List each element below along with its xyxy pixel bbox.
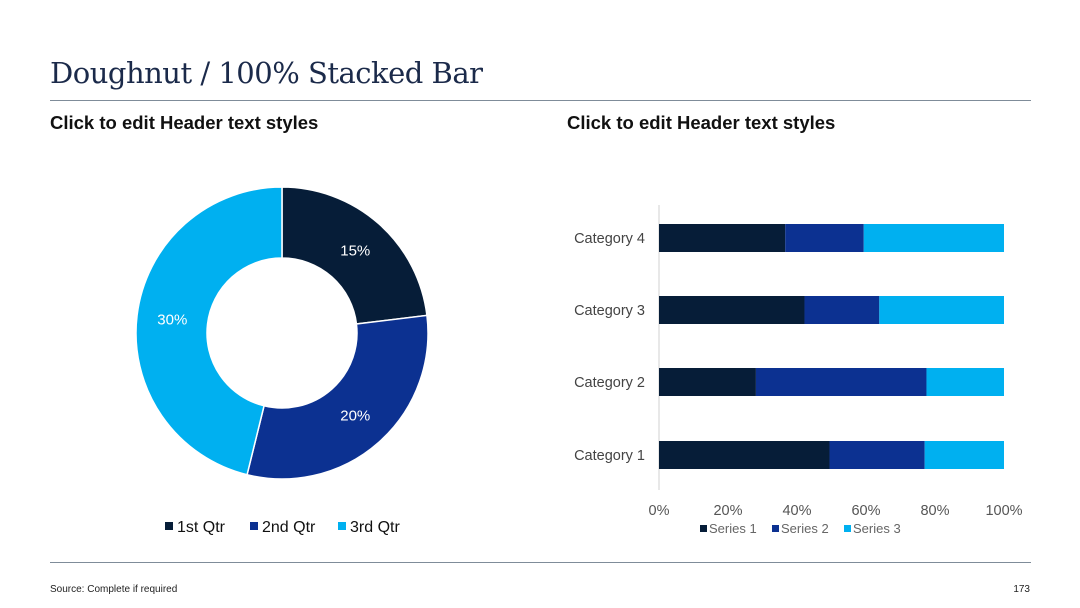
- legend-swatch-series-1: [700, 525, 707, 532]
- stacked-bar-chart: Category 1 Category 2 Category 3 Category 4…: [574, 205, 1023, 536]
- bar-segment-category-3-series-1: [659, 296, 805, 324]
- bar-segment-category-4-series-2: [785, 224, 864, 252]
- doughnut-slice-1: [281, 186, 428, 325]
- legend-swatch-1: [165, 522, 173, 530]
- doughnut-slice-3: [135, 186, 283, 476]
- legend-label: Series 3: [853, 521, 901, 536]
- bar-segment-category-1-series-2: [829, 441, 925, 469]
- x-tick-label: 0%: [649, 503, 670, 519]
- bar-segment-category-4-series-1: [659, 224, 786, 252]
- page-number: 173: [1013, 584, 1030, 595]
- footer-divider: [50, 562, 1031, 563]
- doughnut-chart: 15% 20% 30% 1st Qtr 2nd Qtr 3rd Qtr: [135, 186, 429, 536]
- bar-segment-category-2-series-3: [926, 368, 1004, 396]
- slide-title: Doughnut / 100% Stacked Bar: [50, 56, 483, 90]
- x-tick-label: 60%: [851, 503, 880, 519]
- left-header: Click to edit Header text styles: [50, 112, 319, 133]
- legend-swatch-series-3: [844, 525, 851, 532]
- bar-segment-category-2-series-2: [755, 368, 927, 396]
- bar-segment-category-4-series-3: [863, 224, 1004, 252]
- x-tick-label: 20%: [713, 503, 742, 519]
- legend-label: 3rd Qtr: [350, 519, 400, 536]
- bar-segment-category-3-series-2: [804, 296, 880, 324]
- doughnut-data-label: 30%: [157, 312, 187, 329]
- category-label: Category 4: [574, 231, 645, 247]
- legend-label: 1st Qtr: [177, 519, 226, 536]
- right-header: Click to edit Header text styles: [567, 112, 836, 133]
- x-tick-label: 40%: [782, 503, 811, 519]
- doughnut-data-label: 20%: [340, 408, 370, 425]
- bar-segment-category-1-series-1: [659, 441, 830, 469]
- category-label: Category 3: [574, 303, 645, 319]
- legend-swatch-3: [338, 522, 346, 530]
- legend-swatch-2: [250, 522, 258, 530]
- x-tick-label: 80%: [920, 503, 949, 519]
- bar-segment-category-2-series-1: [659, 368, 756, 396]
- x-tick-label: 100%: [985, 503, 1022, 519]
- category-label: Category 1: [574, 448, 645, 464]
- title-divider: [50, 100, 1031, 101]
- bar-segment-category-3-series-3: [879, 296, 1004, 324]
- legend-label: Series 1: [709, 521, 757, 536]
- legend-label: 2nd Qtr: [262, 519, 316, 536]
- source-note: Source: Complete if required: [50, 584, 178, 595]
- legend-swatch-series-2: [772, 525, 779, 532]
- doughnut-data-label: 15%: [340, 242, 370, 259]
- doughnut-slice-2: [246, 314, 429, 480]
- category-label: Category 2: [574, 375, 645, 391]
- bar-segment-category-1-series-3: [924, 441, 1004, 469]
- legend-label: Series 2: [781, 521, 829, 536]
